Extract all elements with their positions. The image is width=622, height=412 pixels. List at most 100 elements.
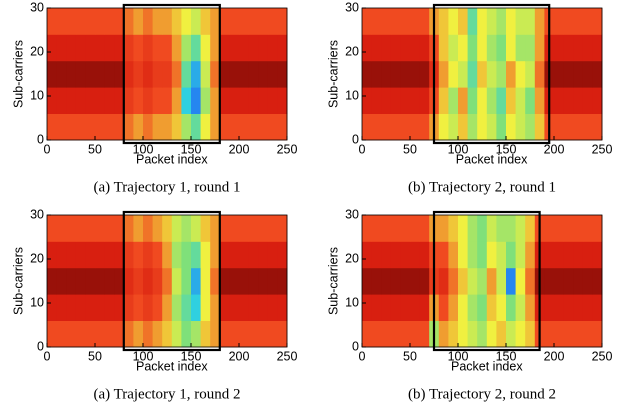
heat-cell [506, 294, 516, 321]
heat-cell [133, 113, 144, 141]
heat-cell [123, 320, 134, 348]
heat-cell [229, 34, 240, 62]
heat-cell [438, 87, 449, 114]
heat-cell [477, 8, 488, 35]
heat-cell [47, 241, 57, 269]
y-tick-label: 0 [352, 132, 359, 146]
heat-cell [104, 267, 115, 295]
heat-cell [592, 8, 603, 35]
heat-cell [47, 267, 57, 295]
heat-cell [239, 113, 249, 141]
heat-cell [267, 294, 278, 321]
heat-cell [75, 34, 86, 62]
heat-cell [486, 87, 497, 114]
heat-cell [162, 267, 173, 295]
heat-cell [267, 87, 278, 114]
y-axis-label: Sub-carriers [326, 40, 340, 108]
heat-cell [267, 320, 278, 348]
heat-cell [152, 294, 163, 321]
heat-cell [582, 87, 593, 114]
heat-cell [381, 320, 392, 348]
heat-cell [496, 267, 507, 295]
heat-cell [75, 320, 86, 348]
heat-cell [143, 320, 153, 348]
heat-cell [554, 113, 564, 141]
heat-cell [219, 8, 230, 35]
heat-cell [143, 8, 153, 35]
heat-cell [162, 34, 173, 62]
heat-cell [66, 60, 77, 88]
heat-cell [400, 113, 411, 141]
heat-cell [210, 60, 221, 88]
heat-cell [525, 8, 536, 35]
heat-cell [410, 267, 420, 295]
heat-cell [506, 34, 516, 62]
heat-cell [104, 320, 115, 348]
heat-cell [229, 215, 240, 242]
heat-cell [229, 241, 240, 269]
heat-cell [371, 113, 382, 141]
y-tick-label: 30 [30, 0, 44, 14]
heat-cell [95, 215, 105, 242]
heat-cell [592, 320, 603, 348]
heat-cell [191, 8, 201, 35]
heat-cell [114, 34, 125, 62]
heat-cell [75, 60, 86, 88]
heat-cell [554, 34, 564, 62]
heat-cell [477, 241, 488, 269]
heat-cell [438, 241, 449, 269]
heat-cell [477, 267, 488, 295]
heat-cell [152, 87, 163, 114]
heat-cell [467, 320, 478, 348]
heat-cell [133, 60, 144, 88]
heat-cell [458, 60, 468, 88]
x-tick-label: 50 [403, 349, 417, 363]
heat-cell [458, 34, 468, 62]
heat-cell [104, 113, 115, 141]
heat-cell [486, 294, 497, 321]
heat-cell [123, 241, 134, 269]
x-tick-label: 0 [44, 142, 51, 156]
heat-cell [563, 87, 574, 114]
heat-cell [410, 241, 420, 269]
heat-cell [219, 267, 230, 295]
heat-cell [582, 267, 593, 295]
highlight-box [432, 210, 541, 352]
heat-cell [448, 8, 459, 35]
heat-cell [486, 241, 497, 269]
heat-cell [410, 294, 420, 321]
heat-cell [171, 113, 182, 141]
heat-cell [410, 320, 420, 348]
heat-cell [191, 34, 201, 62]
heat-cell [219, 113, 230, 141]
heat-cell [563, 113, 574, 141]
y-tick-label: 0 [37, 132, 44, 146]
heat-cell [592, 113, 603, 141]
heat-cell [210, 215, 221, 242]
heat-cell [191, 60, 201, 88]
heat-cell [525, 34, 536, 62]
heat-cell [258, 34, 269, 62]
heat-cell [371, 294, 382, 321]
heat-cell [200, 215, 211, 242]
heat-cell [410, 113, 420, 141]
heat-cell [582, 113, 593, 141]
heat-cell [219, 60, 230, 88]
heat-cell [56, 294, 67, 321]
heat-cell [438, 215, 449, 242]
heat-cell [258, 60, 269, 88]
heat-cell [390, 113, 401, 141]
heat-cell [277, 267, 288, 295]
heat-cell [381, 215, 392, 242]
heat-cell [390, 8, 401, 35]
heat-cell [362, 60, 372, 88]
heat-cell [506, 241, 516, 269]
heat-cell [400, 320, 411, 348]
heat-cell [171, 87, 182, 114]
heat-cell [554, 320, 564, 348]
heat-cell [515, 113, 526, 141]
heat-cell [419, 320, 430, 348]
heat-cell [390, 320, 401, 348]
heat-cell [419, 34, 430, 62]
